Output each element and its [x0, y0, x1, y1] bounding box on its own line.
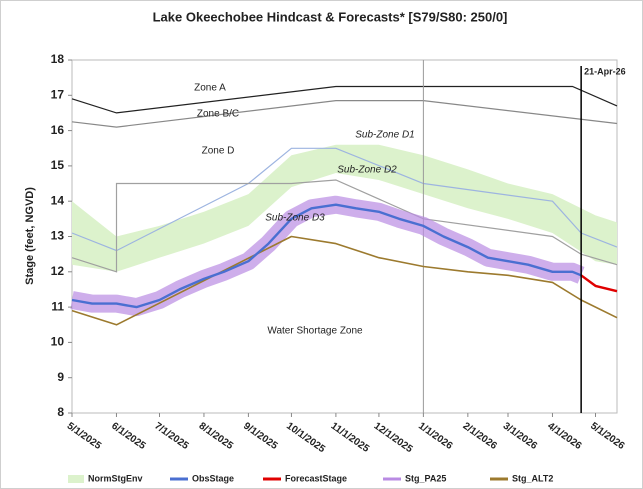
zone-line [71, 100, 618, 128]
legend-label: Stg_PA25 [405, 473, 446, 483]
annotation: Sub-Zone D3 [265, 213, 325, 224]
norm-stage-envelope [72, 144, 617, 272]
annotation: Zone B/C [197, 109, 239, 120]
annotation: Zone D [202, 146, 235, 157]
legend-item: Stg_ALT2 [490, 473, 553, 483]
legend-item: ObsStage [170, 473, 234, 483]
y-tick-label: 17 [51, 87, 65, 101]
y-tick-label: 8 [57, 405, 64, 419]
legend-label: Stg_ALT2 [512, 473, 553, 483]
annotation: Sub-Zone D1 [355, 130, 414, 141]
y-tick-label: 11 [51, 299, 64, 313]
legend-item: ForecastStage [263, 473, 347, 483]
y-axis-label: Stage (feet, NGVD) [24, 187, 36, 285]
legend-swatch [68, 475, 84, 483]
y-tick-label: 14 [51, 193, 65, 207]
y-tick-label: 16 [51, 123, 65, 137]
chart-title: Lake Okeechobee Hindcast & Forecasts* [S… [153, 9, 508, 24]
y-tick-label: 12 [51, 264, 65, 278]
y-tick-label: 13 [51, 229, 65, 243]
legend-label: ObsStage [192, 473, 234, 483]
y-tick-label: 9 [57, 370, 64, 384]
zone-line [71, 147, 618, 252]
zone-line [71, 179, 618, 273]
annotation: Zone A [194, 83, 226, 94]
legend-label: NormStgEnv [88, 473, 143, 483]
marker-label: 21-Apr-26 [584, 66, 626, 76]
series-line [580, 274, 618, 293]
y-tick-label: 18 [51, 52, 65, 66]
annotation: Water Shortage Zone [267, 326, 363, 337]
y-tick-label: 10 [51, 335, 65, 349]
legend-item: NormStgEnv [68, 473, 143, 483]
series-line [71, 203, 582, 309]
series-line [71, 235, 618, 326]
y-tick-label: 15 [51, 158, 65, 172]
legend-label: ForecastStage [285, 473, 347, 483]
zone-line [71, 85, 618, 114]
annotation: Sub-Zone D2 [337, 165, 397, 176]
legend-item: Stg_PA25 [383, 473, 446, 483]
